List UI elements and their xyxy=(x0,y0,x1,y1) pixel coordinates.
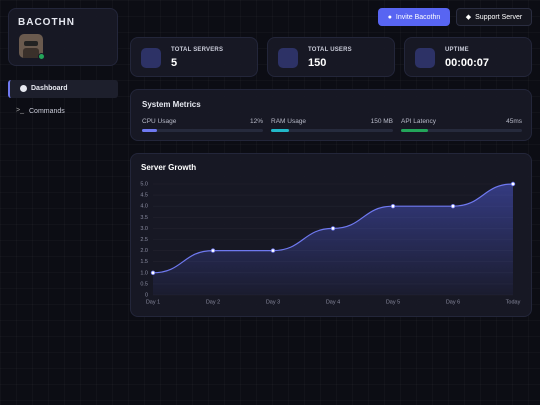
metric-bar xyxy=(271,129,393,132)
y-tick-label: 5.0 xyxy=(140,181,148,187)
point xyxy=(390,204,396,209)
point xyxy=(510,181,516,187)
y-tick-label: 2.0 xyxy=(140,248,148,254)
x-tick-label: Day 1 xyxy=(146,299,160,305)
metric-bar xyxy=(142,129,263,132)
button-label: Support Server xyxy=(475,13,523,21)
section-title: System Metrics xyxy=(142,100,201,109)
point xyxy=(450,204,456,209)
point xyxy=(270,248,276,253)
point xyxy=(330,226,336,231)
support-button[interactable]: ◆ Support Server xyxy=(456,8,532,26)
point xyxy=(210,248,216,253)
x-tick-label: Day 4 xyxy=(326,299,340,305)
stat-label: TOTAL USERS xyxy=(308,47,352,53)
button-label: Invite Bacothn xyxy=(395,13,441,21)
area xyxy=(153,184,513,295)
x-tick-label: Day 2 xyxy=(206,299,220,305)
metric-label: RAM Usage xyxy=(271,118,307,125)
stat-card: TOTAL USERS 150 xyxy=(267,37,395,77)
x-tick-label: Day 5 xyxy=(386,299,400,305)
status-dot xyxy=(38,53,45,60)
stat-value: 00:00:07 xyxy=(445,57,490,69)
y-tick-label: 2.5 xyxy=(140,237,148,243)
stat-label: UPTIME xyxy=(445,47,469,53)
x-tick-label: Day 6 xyxy=(446,299,460,305)
y-tick-label: 0 xyxy=(145,292,148,298)
point xyxy=(150,270,156,275)
y-tick-label: 4.5 xyxy=(140,193,148,199)
stat-card: UPTIME 00:00:07 xyxy=(404,37,532,77)
bot-card: BACOTHN xyxy=(8,8,118,66)
metric-value: 12% xyxy=(249,118,263,125)
nav-label: Dashboard xyxy=(31,85,68,92)
avatar xyxy=(19,34,43,58)
chart-card: Server Growth 0 0.5 1.0 1.5 2.0 2.5 3.0 3.5 4.0 4… xyxy=(130,153,532,317)
y-tick-label: 4.0 xyxy=(140,204,148,210)
stat-value: 5 xyxy=(171,57,178,69)
metric-label: API Latency xyxy=(401,118,437,125)
stat-value: 150 xyxy=(308,57,327,69)
stat-card: TOTAL SERVERS 5 xyxy=(130,37,258,77)
y-tick-label: 1.5 xyxy=(140,259,148,265)
y-tick-label: 0.5 xyxy=(140,281,148,287)
nav-item[interactable]: >_ Commands xyxy=(16,107,65,115)
x-tick-label: Day 3 xyxy=(266,299,280,305)
metric-bar xyxy=(401,129,522,132)
x-tick-label: Today xyxy=(506,299,521,305)
metrics-card: System Metrics CPU Usage 12% RAM Usage 1… xyxy=(130,89,532,141)
stat-label: TOTAL SERVERS xyxy=(171,47,224,53)
y-tick-label: 1.0 xyxy=(140,270,148,276)
chart: Server Growth 0 0.5 1.0 1.5 2.0 2.5 3.0 3.5 4.0 4… xyxy=(140,163,521,305)
invite-button[interactable]: ● Invite Bacothn xyxy=(378,8,450,26)
nav-label: Commands xyxy=(29,108,65,115)
metric-value: 150 MB xyxy=(370,118,393,125)
bot-name: BACOTHN xyxy=(18,17,75,28)
y-tick-label: 3.0 xyxy=(140,226,148,232)
metric-value: 45ms xyxy=(506,118,522,125)
nav-item-active[interactable]: Dashboard xyxy=(8,80,118,98)
metric-label: CPU Usage xyxy=(142,118,177,125)
y-tick-label: 3.5 xyxy=(140,215,148,221)
chart-title: Server Growth xyxy=(141,163,196,172)
